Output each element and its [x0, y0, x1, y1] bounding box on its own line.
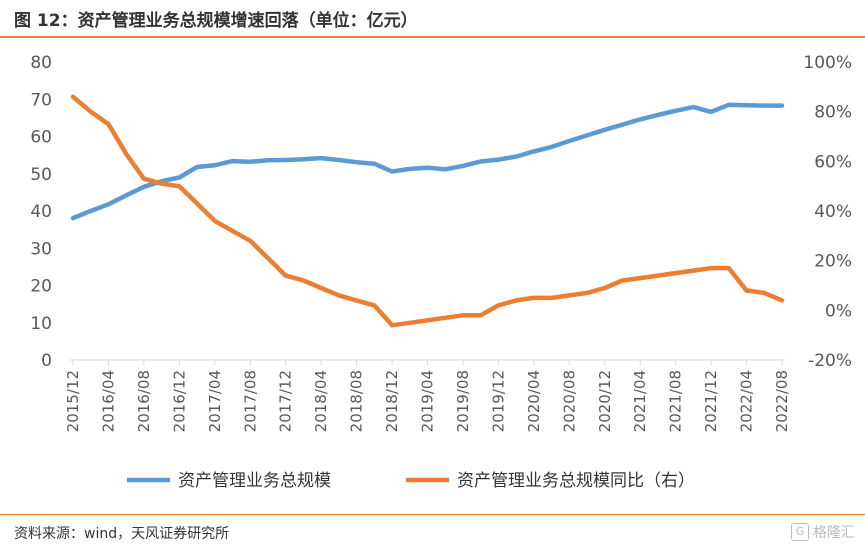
x-axis-tick-label: 2015/12: [64, 370, 82, 432]
right-axis-tick-label: 100%: [803, 53, 852, 73]
legend-label: 资产管理业务总规模同比（右）: [457, 471, 695, 491]
x-axis-ticks: 2015/12 2016/04 2016/08 2016/12 2017/04 2017/…: [64, 360, 791, 432]
watermark: G 格隆汇: [791, 522, 855, 542]
series-lines: [70, 94, 785, 328]
footer-divider: [0, 514, 865, 515]
right-axis-tick-label: -20%: [808, 351, 852, 371]
x-axis-tick-label: 2017/04: [206, 370, 224, 432]
logo-icon: G: [791, 523, 809, 541]
right-axis-tick-label: 0%: [825, 301, 852, 321]
left-axis-tick-label: 60: [30, 128, 52, 148]
left-axis-ticks: 0 10 20 30 40 50 60 70 80: [30, 53, 52, 371]
left-axis-tick-label: 10: [30, 314, 52, 334]
watermark-text: 格隆汇: [813, 525, 855, 541]
x-axis-tick-label: 2022/08: [773, 370, 791, 432]
right-axis-tick-label: 80%: [814, 103, 852, 123]
x-axis-tick-label: 2019/04: [419, 370, 437, 432]
left-axis-tick-label: 80: [30, 53, 52, 73]
x-axis-tick-label: 2020/04: [525, 370, 543, 432]
right-axis-tick-label: 40%: [814, 202, 852, 222]
legend: 资产管理业务总规模 资产管理业务总规模同比（右）: [127, 471, 695, 491]
x-axis-tick-label: 2020/12: [596, 370, 614, 432]
legend-label: 资产管理业务总规模: [178, 471, 331, 491]
left-axis-tick-label: 30: [30, 239, 52, 259]
x-axis-tick-label: 2021/08: [667, 370, 685, 432]
header-divider: [0, 36, 865, 38]
x-axis-tick-label: 2019/12: [489, 370, 507, 432]
line-chart: 0 10 20 30 40 50 60 70 80 -20% 0% 20% 40% 60% 80% 100%…: [30, 53, 852, 491]
x-axis-tick-label: 2021/12: [702, 370, 720, 432]
right-axis-tick-label: 60%: [814, 152, 852, 172]
x-axis-tick-label: 2016/04: [99, 370, 117, 432]
left-axis-tick-label: 40: [30, 202, 52, 222]
chart-title: 图 12：资产管理业务总规模增速回落（单位：亿元）: [14, 11, 418, 31]
x-axis-tick-label: 2022/04: [738, 370, 756, 432]
left-axis-tick-label: 70: [30, 90, 52, 110]
left-axis-tick-label: 0: [41, 351, 52, 371]
x-axis-tick-label: 2020/08: [560, 370, 578, 432]
x-axis-tick-label: 2021/04: [631, 370, 649, 432]
x-axis-tick-label: 2016/12: [170, 370, 188, 432]
x-axis-tick-label: 2018/08: [348, 370, 366, 432]
source-note: 资料来源：wind，天风证券研究所: [14, 526, 230, 542]
x-axis-tick-label: 2016/08: [135, 370, 153, 432]
x-axis-tick-label: 2018/12: [383, 370, 401, 432]
x-axis-tick-label: 2017/08: [241, 370, 259, 432]
x-axis-tick-label: 2018/04: [312, 370, 330, 432]
right-axis-tick-label: 20%: [814, 252, 852, 272]
x-axis-tick-label: 2019/08: [454, 370, 472, 432]
right-axis-ticks: -20% 0% 20% 40% 60% 80% 100%: [803, 53, 852, 371]
series-line-aum: [70, 102, 785, 221]
series-line-aum-yoy: [70, 94, 785, 328]
x-axis-tick-label: 2017/12: [277, 370, 295, 432]
left-axis-tick-label: 50: [30, 165, 52, 185]
left-axis-tick-label: 20: [30, 277, 52, 297]
